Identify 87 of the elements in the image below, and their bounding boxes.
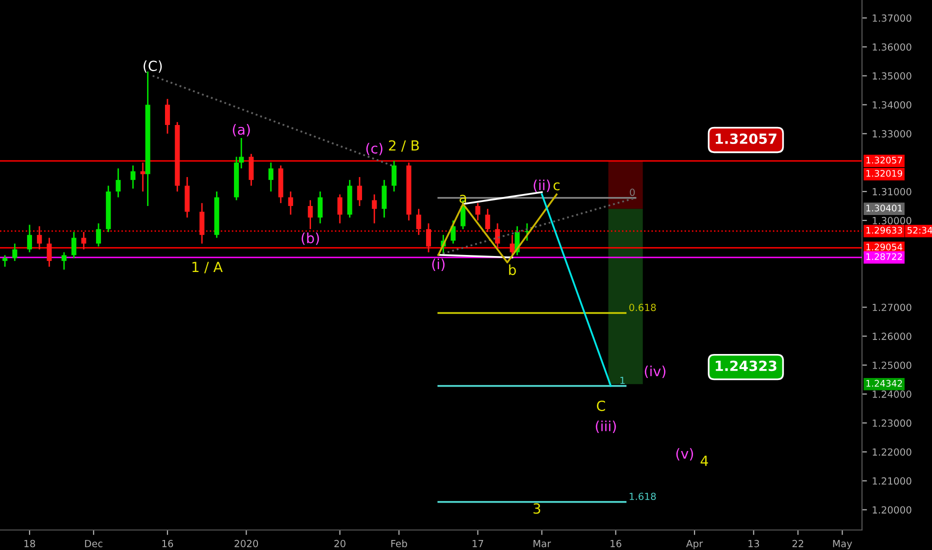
annotation: 3: [534, 503, 540, 514]
x-tick-label: 16: [162, 540, 174, 548]
candlestick: [2, 254, 8, 268]
candlestick: [318, 190, 323, 224]
ref-line-label: 1.32057: [866, 156, 902, 164]
candlestick: [96, 222, 101, 248]
annotation: 1.24323: [716, 360, 776, 372]
y-tick-label: 1.20000: [872, 506, 912, 514]
series-label: 1.618: [630, 492, 656, 500]
x-tick-label: 13: [748, 540, 760, 548]
annotation: (iii): [596, 420, 616, 433]
candlestick: [248, 153, 254, 186]
x-tick-label: Dec: [85, 540, 102, 548]
candlestick: [475, 202, 480, 222]
y-tick-label: 1.37000: [872, 14, 912, 22]
x-tick-label: 16: [610, 540, 622, 548]
candlestick: [416, 208, 422, 236]
annotation: (i): [432, 258, 445, 271]
text: 52:34: [908, 226, 932, 234]
candlestick: [337, 194, 342, 224]
y-tick-label: 1.36000: [872, 43, 912, 51]
candlestick: [36, 226, 42, 250]
candlestick: [116, 168, 121, 198]
ref-line-label: 1.28722: [866, 253, 902, 260]
y-tick-label: 1.31000: [872, 188, 912, 196]
annotation: C: [596, 400, 606, 412]
y-tick-label: 1.34000: [872, 101, 912, 109]
annotation: a: [460, 194, 466, 203]
candlestick: [382, 179, 387, 218]
x-tick-label: 20: [334, 540, 346, 548]
candlestick: [485, 208, 490, 233]
candlestick: [268, 162, 274, 192]
x-tick-label: Mar: [534, 540, 551, 548]
text: 1.30401: [866, 204, 902, 212]
y-tick-label: 1.23000: [872, 419, 912, 427]
annotation: 1.32057: [716, 133, 776, 144]
y-tick-label: 1.33000: [872, 130, 912, 138]
y-tick-label: 1.27000: [872, 304, 912, 312]
text: 1.24342: [866, 380, 902, 387]
text: 1.32019: [866, 170, 902, 177]
candlestick: [130, 164, 136, 190]
candlestick: [372, 194, 377, 224]
y-tick-label: 1.21000: [872, 477, 912, 485]
candlestick: [71, 231, 76, 259]
annotation: 2 / B: [388, 140, 419, 152]
annotation: (c): [366, 142, 382, 156]
x-tick-label: 17: [472, 540, 484, 548]
candlestick: [357, 176, 362, 207]
x-tick-label: Feb: [391, 540, 408, 548]
y-tick-label: 1.30000: [872, 216, 912, 224]
annotation: (C): [144, 60, 162, 73]
annotation: 4: [700, 456, 708, 466]
annotation: c: [554, 182, 560, 190]
y-tick-label: 1.25000: [872, 362, 912, 369]
annotation: 1 / A: [192, 262, 223, 274]
candlestick: [165, 98, 170, 134]
candlestick: [62, 252, 66, 270]
candlestick: [450, 220, 456, 244]
candlestick: [46, 237, 52, 268]
annotation: (b): [302, 232, 319, 245]
x-tick-label: 18: [24, 540, 36, 548]
candlestick: [524, 222, 530, 242]
y-tick-label: 1.35000: [872, 72, 912, 80]
annotation: (iv): [644, 366, 666, 378]
series-label: 0.618: [629, 304, 656, 312]
candlestick: [288, 190, 294, 216]
candlestick: [426, 222, 431, 253]
candlestick: [308, 200, 313, 230]
y-tick-label: 1.24000: [872, 390, 912, 398]
ref-line-label: 1.29054: [866, 244, 902, 250]
x-tick-label: Apr: [686, 540, 703, 550]
candlestick: [392, 160, 397, 192]
candlestick: [199, 202, 204, 244]
candlestick: [27, 224, 32, 253]
candlestick: [495, 222, 500, 250]
annotation: (a): [232, 124, 250, 136]
series-label: 0: [630, 188, 635, 196]
x-tick-label: May: [833, 540, 852, 550]
annotation: (ii): [534, 180, 550, 192]
annotation: b: [509, 264, 516, 276]
annotation: (v): [676, 448, 694, 460]
ref-line-label: 1.29633: [866, 226, 902, 234]
x-tick-label: 22: [792, 540, 804, 548]
y-tick-label: 1.26000: [872, 332, 912, 340]
series-label: 1: [620, 376, 625, 384]
y-tick-label: 1.22000: [872, 448, 912, 456]
x-tick-label: 2020: [234, 540, 258, 548]
